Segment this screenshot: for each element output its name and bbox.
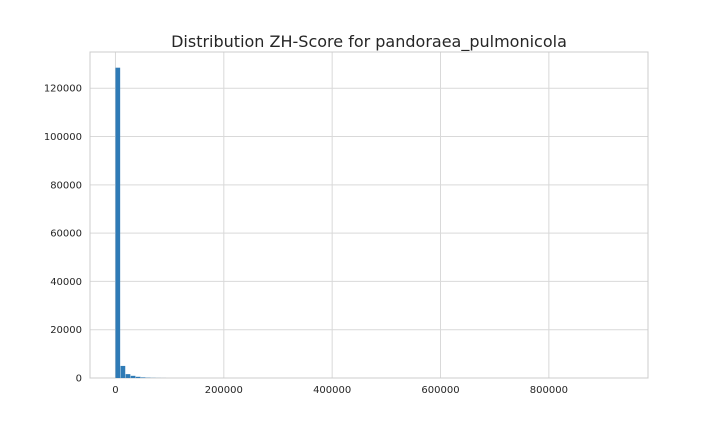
histogram-bar (115, 67, 121, 379)
histogram-bars (115, 67, 166, 379)
histogram-bar (125, 374, 131, 378)
y-tick-label: 40000 (50, 277, 82, 288)
x-tick-label: 400000 (313, 385, 351, 396)
histogram-bar (135, 376, 141, 378)
x-tick-label: 200000 (205, 385, 243, 396)
y-tick-label: 20000 (50, 325, 82, 336)
histogram-bar (140, 377, 146, 378)
y-tick-label: 100000 (44, 132, 82, 143)
x-tick-label: 800000 (530, 385, 568, 396)
x-tick-label: 0 (112, 385, 118, 396)
y-axis-ticks: 0 20000 40000 60000 80000 100000 120000 (44, 84, 82, 385)
histogram-bar (130, 375, 136, 378)
x-axis-ticks: 0 200000 400000 600000 800000 (112, 385, 568, 396)
histogram-bar (120, 365, 126, 378)
axes-frame (89, 51, 649, 379)
y-tick-label: 80000 (50, 180, 82, 191)
y-tick-label: 60000 (50, 229, 82, 240)
y-tick-label: 120000 (44, 84, 82, 95)
chart-title: Distribution ZH-Score for pandoraea_pulm… (171, 32, 567, 52)
y-tick-label: 0 (76, 374, 82, 385)
x-tick-label: 600000 (421, 385, 459, 396)
grid-lines (90, 52, 648, 379)
